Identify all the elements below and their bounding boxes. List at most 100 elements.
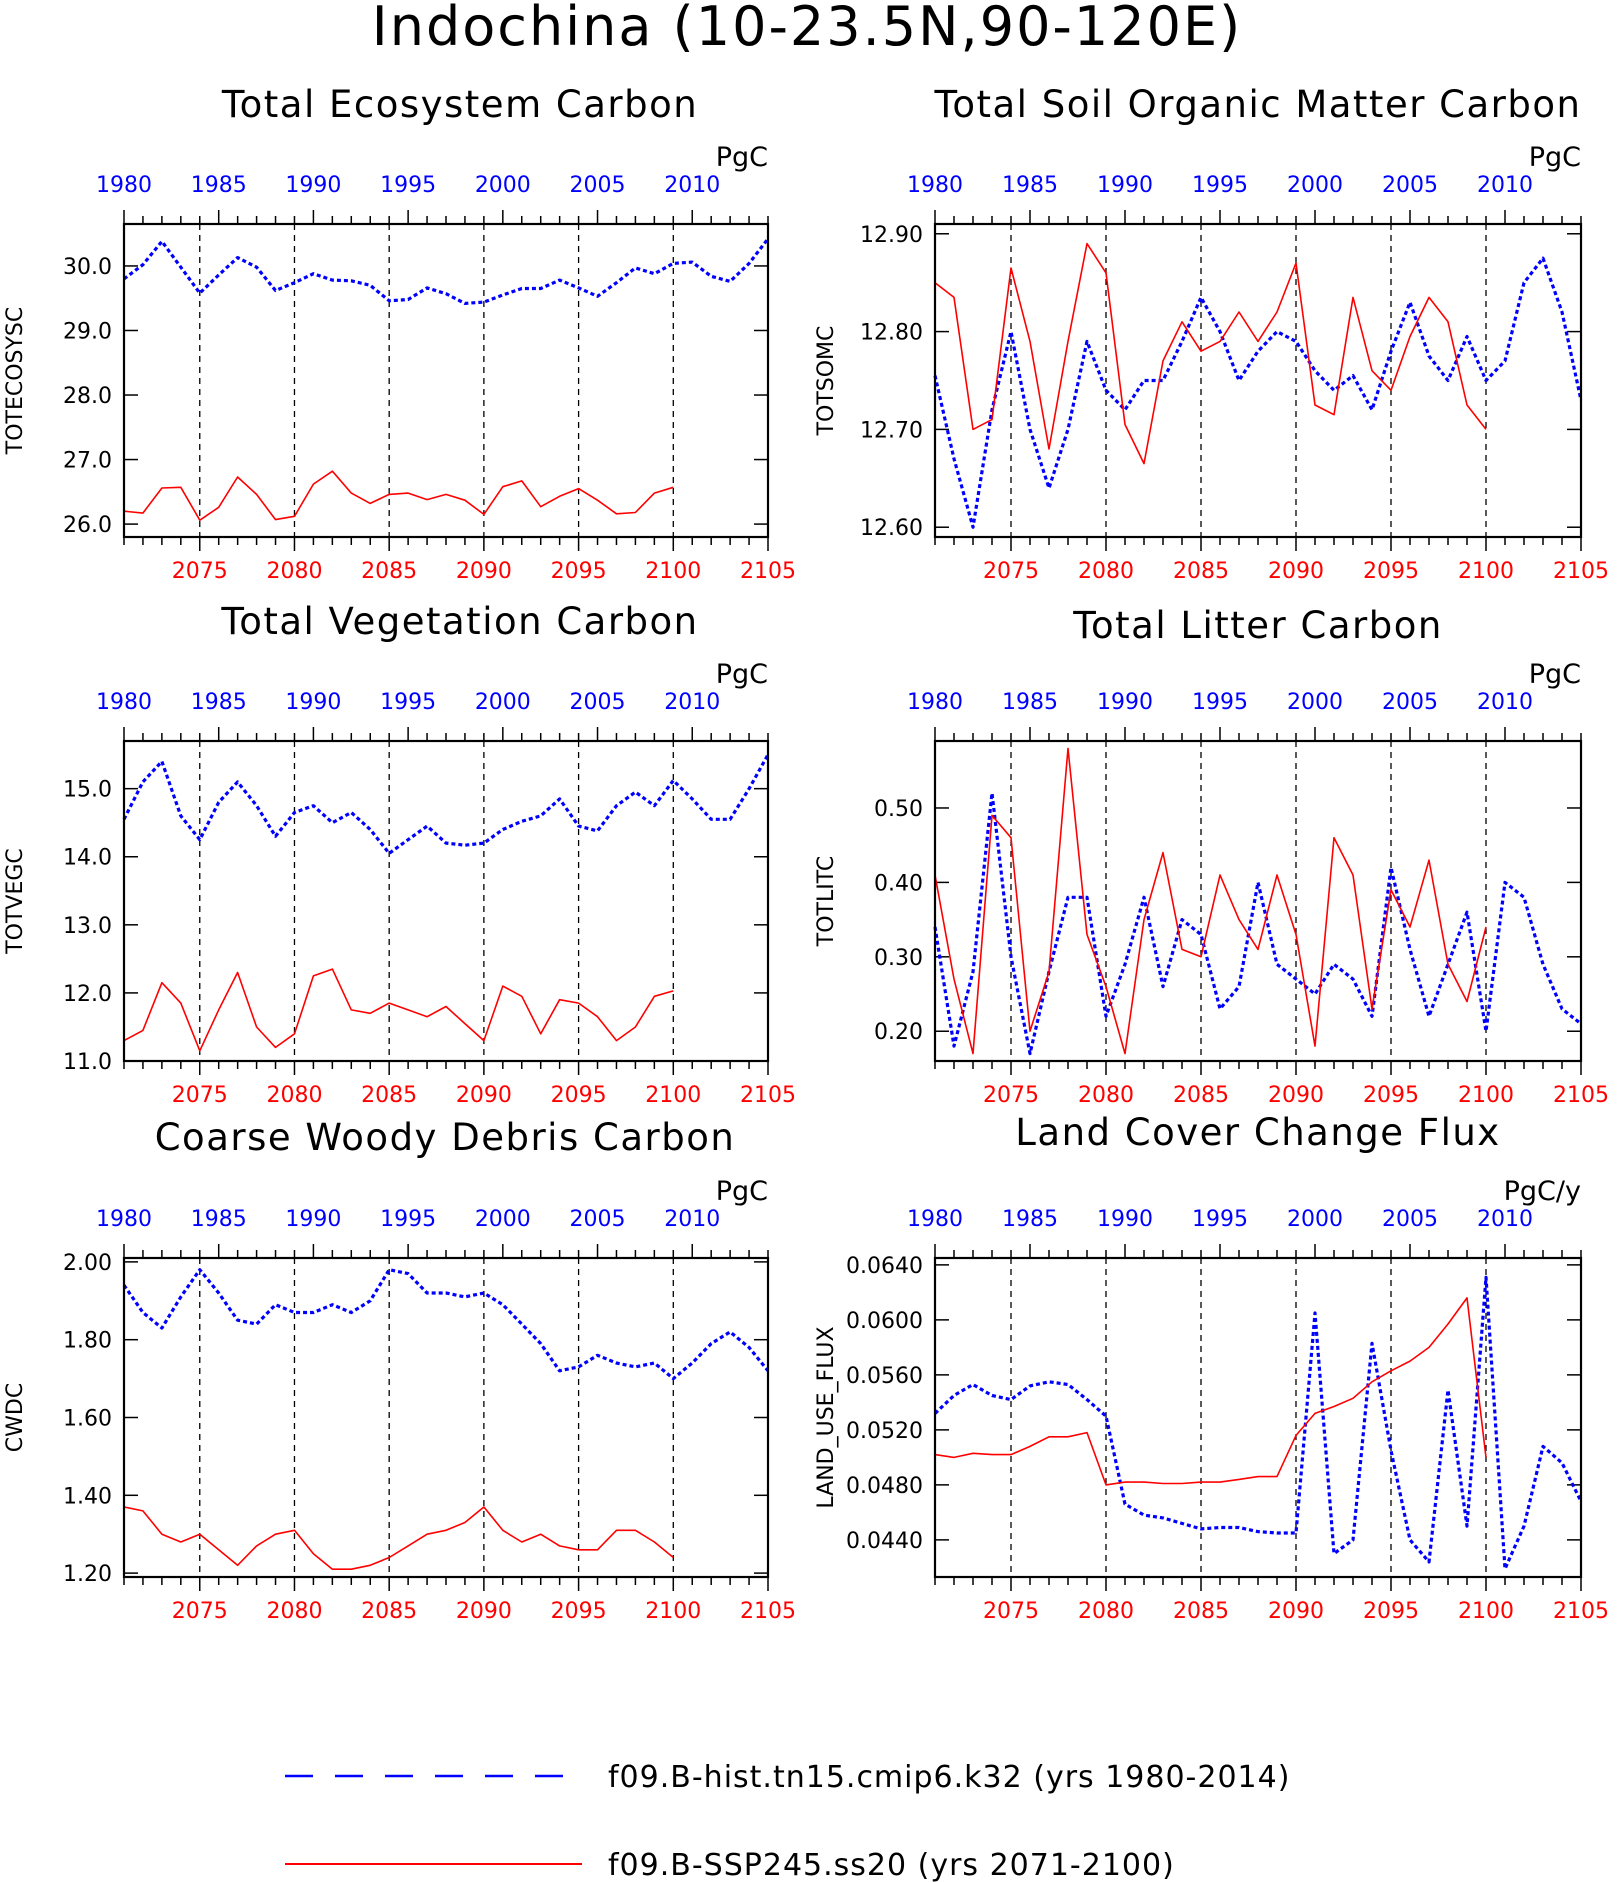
units-label: PgC/y <box>1504 1176 1581 1207</box>
units-label: PgC <box>716 1176 768 1207</box>
units-label: PgC <box>716 659 768 690</box>
x-tick-label: 2090 <box>456 1083 512 1108</box>
x-tick-label: 2105 <box>740 1083 796 1108</box>
chart-panel-5: Coarse Woody Debris Carbon PgC CWDC 2075 208… <box>3 1116 796 1624</box>
y-axis-label: TOTVEGC <box>3 848 28 955</box>
x-tick-label: 2085 <box>1173 1599 1229 1624</box>
panels: Total Ecosystem Carbon PgC TOTECOSYSC 2075 2… <box>3 83 1609 1624</box>
chart-panel-2: Total Soil Organic Matter Carbon PgC TOTSO… <box>814 83 1609 584</box>
x-top-tick-label: 2000 <box>475 690 531 715</box>
x-tick-label: 2090 <box>456 559 512 584</box>
x-tick-label: 2075 <box>172 559 228 584</box>
series-line-historical <box>933 791 1582 1056</box>
x-tick-label: 2085 <box>1173 559 1229 584</box>
panel-title: Coarse Woody Debris Carbon <box>155 1116 736 1159</box>
y-tick-label: 2.00 <box>63 1251 112 1276</box>
y-axis-label: TOTSOMC <box>814 326 839 437</box>
panel-title: Total Vegetation Carbon <box>220 600 698 643</box>
x-tick-label: 2090 <box>456 1599 512 1624</box>
x-top-tick-label: 1980 <box>96 1207 152 1232</box>
x-tick-label: 2080 <box>266 559 322 584</box>
legend-label-ssp: f09.B-SSP245.ss20 (yrs 2071-2100) <box>608 1848 1175 1882</box>
x-tick-label: 2075 <box>983 1599 1039 1624</box>
x-tick-label: 2075 <box>983 1083 1039 1108</box>
series-line-ssp <box>934 242 1487 465</box>
x-top-tick-label: 2000 <box>1287 173 1343 198</box>
plot-frame <box>933 222 1583 539</box>
series-line-historical <box>123 237 770 305</box>
y-tick-label: 28.0 <box>63 384 112 409</box>
y-tick-label: 11.0 <box>63 1050 112 1075</box>
plot-frame <box>122 739 770 1063</box>
x-tick-label: 2085 <box>361 559 417 584</box>
series-line-historical <box>122 753 770 855</box>
legend: f09.B-hist.tn15.cmip6.k32 (yrs 1980-2014… <box>285 1760 1290 1882</box>
x-top-tick-label: 1985 <box>1002 173 1058 198</box>
x-top-tick-label: 1990 <box>1097 1207 1153 1232</box>
x-top-tick-label: 1995 <box>1192 1207 1248 1232</box>
x-top-tick-label: 1985 <box>1002 1207 1058 1232</box>
x-tick-label: 2075 <box>983 559 1039 584</box>
x-top-tick-label: 1995 <box>1192 690 1248 715</box>
x-tick-label: 2095 <box>1363 1083 1419 1108</box>
x-tick-label: 2100 <box>645 1083 701 1108</box>
y-axis-label: TOTECOSYSC <box>3 307 28 456</box>
legend-label-historical: f09.B-hist.tn15.cmip6.k32 (yrs 1980-2014… <box>608 1760 1290 1795</box>
x-tick-label: 2075 <box>172 1083 228 1108</box>
x-top-tick-label: 2000 <box>475 173 531 198</box>
x-top-tick-label: 1990 <box>1097 690 1153 715</box>
x-top-tick-label: 1985 <box>191 1207 247 1232</box>
x-top-tick-label: 2000 <box>1287 690 1343 715</box>
y-axis-label: TOTLITC <box>814 856 839 947</box>
x-tick-label: 2100 <box>1458 559 1514 584</box>
plot-frame <box>933 739 1583 1063</box>
x-top-tick-label: 1980 <box>96 173 152 198</box>
panel-title: Total Soil Organic Matter Carbon <box>934 83 1582 126</box>
x-top-tick-label: 1990 <box>1097 173 1153 198</box>
chart-panel-1: Total Ecosystem Carbon PgC TOTECOSYSC 2075 2… <box>3 83 796 584</box>
y-axis-label: CWDC <box>3 1383 28 1452</box>
x-tick-label: 2100 <box>1458 1599 1514 1624</box>
x-tick-label: 2090 <box>1268 1599 1324 1624</box>
x-tick-label: 2105 <box>740 559 796 584</box>
panel-title: Land Cover Change Flux <box>1015 1111 1500 1154</box>
x-top-tick-label: 2010 <box>664 690 720 715</box>
y-tick-label: 26.0 <box>63 513 112 538</box>
x-tick-label: 2085 <box>361 1599 417 1624</box>
x-top-tick-label: 2010 <box>1477 690 1533 715</box>
y-tick-label: 1.40 <box>63 1484 112 1509</box>
x-tick-label: 2080 <box>1078 1083 1134 1108</box>
y-tick-label: 0.0560 <box>846 1364 923 1389</box>
x-tick-label: 2095 <box>551 559 607 584</box>
panel-title: Total Litter Carbon <box>1072 604 1443 647</box>
x-tick-label: 2105 <box>740 1599 796 1624</box>
x-top-tick-label: 2005 <box>570 690 626 715</box>
x-top-tick-label: 1990 <box>285 690 341 715</box>
x-top-tick-label: 1990 <box>285 173 341 198</box>
y-tick-label: 12.60 <box>860 516 923 541</box>
chart-panel-4: Total Litter Carbon PgC TOTLITC 2075 2080 208… <box>814 604 1609 1108</box>
y-tick-label: 1.80 <box>63 1329 112 1354</box>
x-tick-label: 2080 <box>266 1599 322 1624</box>
x-tick-label: 2095 <box>1363 1599 1419 1624</box>
x-tick-label: 2085 <box>361 1083 417 1108</box>
x-tick-label: 2080 <box>1078 559 1134 584</box>
y-tick-label: 0.50 <box>874 797 923 822</box>
x-tick-label: 2080 <box>266 1083 322 1108</box>
y-tick-label: 0.0440 <box>846 1529 923 1554</box>
x-top-tick-label: 2005 <box>1382 1207 1438 1232</box>
y-tick-label: 0.0600 <box>846 1309 923 1334</box>
x-top-tick-label: 2000 <box>1287 1207 1343 1232</box>
y-tick-label: 0.40 <box>874 871 923 896</box>
y-tick-label: 15.0 <box>63 778 112 803</box>
y-tick-label: 12.80 <box>860 321 923 346</box>
x-top-tick-label: 2005 <box>570 173 626 198</box>
series-line-ssp <box>934 747 1487 1055</box>
x-top-tick-label: 2005 <box>570 1207 626 1232</box>
units-label: PgC <box>716 142 768 173</box>
y-tick-label: 12.70 <box>860 418 923 443</box>
y-tick-label: 14.0 <box>63 846 112 871</box>
y-tick-label: 29.0 <box>63 319 112 344</box>
